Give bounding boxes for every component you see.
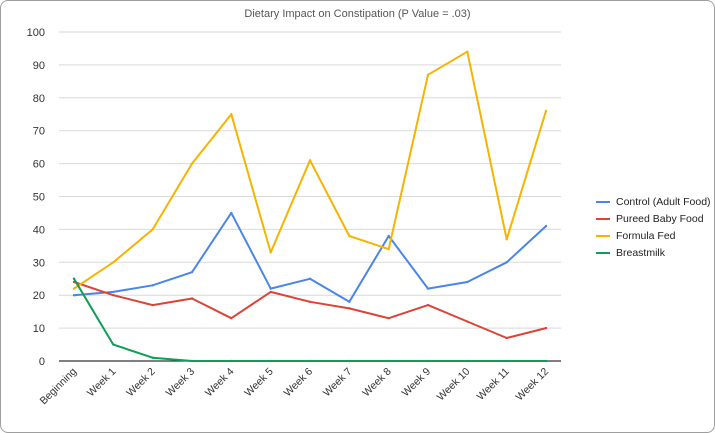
data-point-0-12 <box>544 224 548 228</box>
data-point-3-6 <box>308 359 312 363</box>
data-point-3-12 <box>544 359 548 363</box>
data-point-0-9 <box>426 287 430 290</box>
data-point-3-0 <box>72 277 76 280</box>
data-point-0-0 <box>72 294 76 297</box>
legend-label-2: Formula Fed <box>616 229 676 242</box>
data-point-0-3 <box>190 270 194 274</box>
series-line-1 <box>73 281 547 339</box>
data-point-3-4 <box>230 359 233 363</box>
y-tick-label-90: 90 <box>33 60 45 72</box>
data-point-2-8 <box>387 247 390 251</box>
chart-legend: Control (Adult Food) Pureed Baby Food Form… <box>596 193 714 261</box>
data-point-1-3 <box>190 297 194 300</box>
x-tick-label-10: Week 10 <box>435 366 473 404</box>
data-point-2-3 <box>190 162 194 165</box>
y-tick-label-70: 70 <box>33 126 45 138</box>
x-tick-label-1: Week 1 <box>85 366 119 400</box>
x-tick-label-4: Week 4 <box>203 366 237 400</box>
x-tick-label-3: Week 3 <box>164 366 198 400</box>
data-point-0-11 <box>505 261 508 264</box>
x-tick-label-9: Week 9 <box>400 366 434 400</box>
data-point-0-6 <box>308 277 312 280</box>
data-point-1-11 <box>505 336 508 340</box>
data-point-3-5 <box>269 359 272 363</box>
data-point-0-7 <box>348 300 351 303</box>
y-tick-label-10: 10 <box>33 323 45 335</box>
legend-item-1: Pureed Baby Food <box>596 210 714 227</box>
x-tick-label-12: Week 12 <box>513 366 551 404</box>
data-point-1-6 <box>308 300 312 303</box>
data-point-2-2 <box>151 228 154 231</box>
data-point-3-7 <box>348 359 351 363</box>
x-tick-label-11: Week 11 <box>475 366 512 403</box>
y-tick-label-80: 80 <box>33 93 45 105</box>
data-point-2-1 <box>112 261 115 264</box>
data-point-1-8 <box>387 317 390 320</box>
data-point-1-1 <box>112 294 115 297</box>
legend-label-0: Control (Adult Food) <box>616 195 711 208</box>
legend-swatch-1 <box>596 217 610 220</box>
x-tick-label-8: Week 8 <box>360 366 394 400</box>
x-tick-label-7: Week 7 <box>321 366 355 400</box>
x-tick-label-2: Week 2 <box>124 366 158 400</box>
series-line-2 <box>73 50 547 290</box>
data-point-0-10 <box>466 280 469 284</box>
data-point-1-12 <box>544 326 548 330</box>
x-tick-label-0: Beginning <box>38 366 80 408</box>
data-point-1-4 <box>230 317 233 320</box>
legend-swatch-2 <box>596 234 610 237</box>
y-tick-label-100: 100 <box>27 27 45 39</box>
data-point-2-6 <box>308 159 312 162</box>
legend-label-1: Pureed Baby Food <box>616 212 704 225</box>
x-tick-label-6: Week 6 <box>282 366 316 400</box>
data-point-2-10 <box>466 50 469 53</box>
chart-title: Dietary Impact on Constipation (P Value … <box>244 8 471 20</box>
y-tick-label-20: 20 <box>33 290 45 302</box>
data-point-0-5 <box>269 287 272 290</box>
data-point-1-2 <box>151 303 154 307</box>
data-point-2-11 <box>505 238 508 241</box>
data-point-3-11 <box>505 359 508 363</box>
data-point-2-9 <box>426 73 430 76</box>
data-point-2-5 <box>269 251 272 254</box>
data-point-2-4 <box>230 113 233 116</box>
data-point-1-5 <box>269 290 272 294</box>
data-point-0-1 <box>112 290 115 294</box>
series-line-0 <box>73 211 547 303</box>
data-point-0-4 <box>230 211 233 215</box>
y-tick-label-60: 60 <box>33 159 45 171</box>
data-point-2-7 <box>348 234 351 238</box>
y-tick-label-30: 30 <box>33 257 45 269</box>
legend-item-2: Formula Fed <box>596 227 714 244</box>
data-point-0-8 <box>387 234 390 238</box>
data-point-0-2 <box>151 284 154 287</box>
data-point-1-7 <box>348 307 351 310</box>
legend-swatch-0 <box>596 200 610 203</box>
data-point-3-8 <box>387 359 390 363</box>
y-tick-label-40: 40 <box>33 224 45 236</box>
legend-item-0: Control (Adult Food) <box>596 193 714 210</box>
y-tick-label-50: 50 <box>33 192 45 204</box>
legend-label-3: Breastmilk <box>616 246 666 259</box>
data-point-1-9 <box>426 303 430 307</box>
y-tick-label-0: 0 <box>39 356 45 368</box>
data-point-3-2 <box>151 356 154 359</box>
data-point-1-10 <box>466 320 469 323</box>
data-point-3-10 <box>466 359 469 363</box>
data-point-3-9 <box>426 359 430 363</box>
legend-item-3: Breastmilk <box>596 244 714 261</box>
data-point-3-3 <box>190 359 194 363</box>
legend-swatch-3 <box>596 251 610 254</box>
data-point-2-12 <box>544 109 548 113</box>
x-tick-label-5: Week 5 <box>242 366 276 400</box>
series-line-3 <box>73 277 547 362</box>
data-point-2-0 <box>72 287 76 290</box>
data-point-3-1 <box>112 343 115 346</box>
